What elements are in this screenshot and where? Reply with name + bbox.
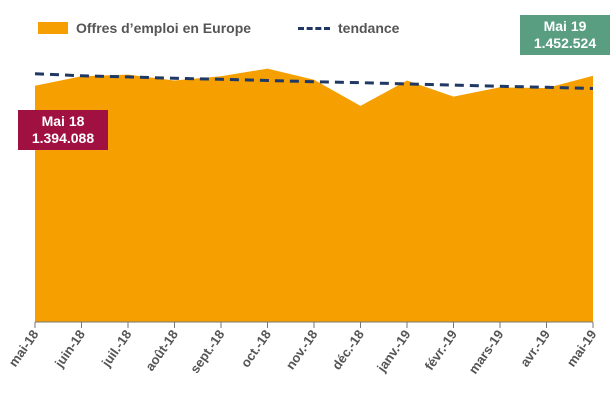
callout-end-month: Mai 19	[543, 18, 587, 34]
callout-start-value: 1.394.088	[31, 130, 95, 146]
callout-end-value: 1.452.524	[533, 35, 597, 51]
legend-trend: tendance	[298, 20, 399, 36]
x-tick-label: févr.-19	[422, 327, 460, 373]
x-tick-label: mai-19	[564, 327, 600, 369]
legend-trend-swatch	[298, 26, 330, 30]
x-tick-label: nov.-18	[283, 327, 321, 372]
series-trend	[34, 72, 594, 90]
x-tick-label: avr.-19	[517, 327, 553, 369]
x-tick-label: oct.-18	[238, 327, 274, 370]
legend-area-label: Offres d’emploi en Europe	[76, 20, 252, 36]
callout-end: Mai 19 1.452.524	[520, 15, 610, 55]
legend-area-swatch	[38, 22, 68, 34]
x-tick-label: juin-18	[51, 327, 88, 371]
x-tick-label: juil.-18	[98, 327, 134, 370]
x-tick-label: mai-18	[6, 327, 42, 369]
legend-trend-label: tendance	[338, 20, 400, 36]
callout-start-month: Mai 18	[41, 113, 85, 129]
x-tick-label: janv.-19	[373, 327, 413, 375]
legend-area: Offres d’emploi en Europe	[38, 20, 251, 36]
x-tick-label: sept.-18	[187, 327, 227, 376]
callout-start: Mai 18 1.394.088	[18, 110, 108, 150]
series-area	[35, 68, 593, 322]
x-tick-label: mars-19	[466, 327, 507, 376]
x-tick-label: août-18	[142, 327, 181, 373]
x-tick-label: déc.-18	[329, 327, 367, 372]
